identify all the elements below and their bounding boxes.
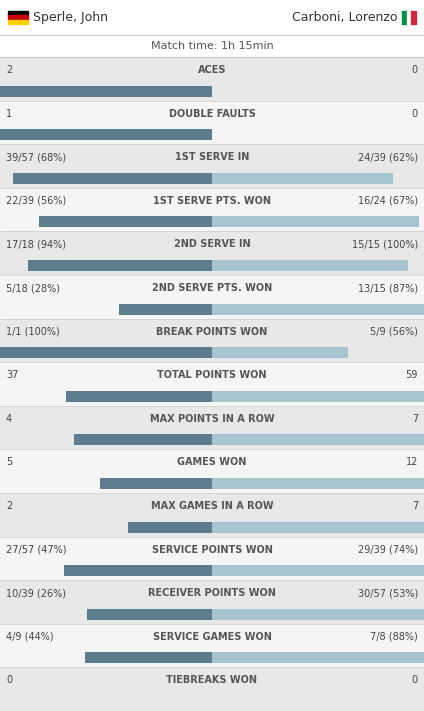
Text: 4: 4 bbox=[6, 414, 12, 424]
Text: SERVICE GAMES WON: SERVICE GAMES WON bbox=[153, 632, 271, 642]
Text: 0: 0 bbox=[6, 675, 12, 685]
Bar bbox=[0, 231, 424, 275]
Text: 0: 0 bbox=[412, 109, 418, 119]
Bar bbox=[212, 434, 424, 445]
Text: TIEBREAKS WON: TIEBREAKS WON bbox=[167, 675, 257, 685]
Text: Carboni, Lorenzo: Carboni, Lorenzo bbox=[292, 11, 397, 24]
Bar bbox=[0, 57, 424, 100]
Bar bbox=[39, 216, 212, 228]
Bar bbox=[402, 11, 407, 24]
Bar bbox=[120, 304, 212, 314]
Bar bbox=[0, 580, 424, 624]
Text: 15/15 (100%): 15/15 (100%) bbox=[352, 240, 418, 250]
Bar bbox=[66, 391, 212, 402]
Bar bbox=[85, 652, 212, 663]
Bar bbox=[28, 260, 212, 271]
Text: 17/18 (94%): 17/18 (94%) bbox=[6, 240, 66, 250]
Text: RECEIVER POINTS WON: RECEIVER POINTS WON bbox=[148, 588, 276, 598]
Text: 29/39 (74%): 29/39 (74%) bbox=[358, 545, 418, 555]
Text: 1: 1 bbox=[6, 109, 12, 119]
Text: 7: 7 bbox=[412, 501, 418, 511]
Text: GAMES WON: GAMES WON bbox=[177, 457, 247, 467]
Bar bbox=[212, 521, 424, 533]
Bar bbox=[212, 565, 424, 576]
Bar bbox=[0, 406, 424, 449]
Text: 1/1 (100%): 1/1 (100%) bbox=[6, 326, 60, 337]
Bar bbox=[0, 668, 424, 711]
Bar bbox=[8, 16, 28, 20]
Text: 10/39 (26%): 10/39 (26%) bbox=[6, 588, 66, 598]
Bar bbox=[0, 537, 424, 580]
Text: 1ST SERVE PTS. WON: 1ST SERVE PTS. WON bbox=[153, 196, 271, 206]
Text: 0: 0 bbox=[412, 65, 418, 75]
Bar bbox=[212, 347, 349, 358]
Bar bbox=[0, 85, 212, 97]
Text: Match time: 1h 15min: Match time: 1h 15min bbox=[151, 41, 273, 51]
Text: BREAK POINTS WON: BREAK POINTS WON bbox=[156, 326, 268, 337]
Bar bbox=[407, 11, 411, 24]
Text: 5/9 (56%): 5/9 (56%) bbox=[370, 326, 418, 337]
Text: Sperle, John: Sperle, John bbox=[33, 11, 108, 24]
Text: 30/57 (53%): 30/57 (53%) bbox=[358, 588, 418, 598]
Bar bbox=[8, 20, 28, 24]
Bar bbox=[100, 478, 212, 489]
Bar bbox=[87, 609, 212, 620]
Bar bbox=[212, 609, 424, 620]
Bar bbox=[0, 0, 424, 35]
Bar bbox=[64, 565, 212, 576]
Bar bbox=[212, 260, 408, 271]
Bar bbox=[212, 216, 419, 228]
Text: 13/15 (87%): 13/15 (87%) bbox=[358, 283, 418, 293]
Bar bbox=[0, 129, 212, 140]
Bar bbox=[0, 493, 424, 537]
Text: MAX POINTS IN A ROW: MAX POINTS IN A ROW bbox=[150, 414, 274, 424]
Bar bbox=[0, 624, 424, 668]
Text: 16/24 (67%): 16/24 (67%) bbox=[358, 196, 418, 206]
Bar bbox=[128, 521, 212, 533]
Text: ACES: ACES bbox=[198, 65, 226, 75]
Text: TOTAL POINTS WON: TOTAL POINTS WON bbox=[157, 370, 267, 380]
Text: DOUBLE FAULTS: DOUBLE FAULTS bbox=[169, 109, 255, 119]
Text: 7: 7 bbox=[412, 414, 418, 424]
Text: 5: 5 bbox=[6, 457, 12, 467]
Bar bbox=[212, 652, 424, 663]
Bar bbox=[0, 362, 424, 406]
Text: 39/57 (68%): 39/57 (68%) bbox=[6, 152, 66, 162]
Bar bbox=[0, 100, 424, 144]
Text: 1ST SERVE IN: 1ST SERVE IN bbox=[175, 152, 249, 162]
Text: 0: 0 bbox=[412, 675, 418, 685]
Text: 12: 12 bbox=[406, 457, 418, 467]
Text: 37: 37 bbox=[6, 370, 18, 380]
Bar bbox=[0, 347, 212, 358]
Bar bbox=[0, 275, 424, 319]
Text: SERVICE POINTS WON: SERVICE POINTS WON bbox=[151, 545, 273, 555]
Bar bbox=[212, 173, 393, 183]
Text: 2: 2 bbox=[6, 501, 12, 511]
Text: 7/8 (88%): 7/8 (88%) bbox=[370, 632, 418, 642]
Bar bbox=[0, 319, 424, 362]
Bar bbox=[13, 173, 212, 183]
Text: 22/39 (56%): 22/39 (56%) bbox=[6, 196, 66, 206]
Bar bbox=[0, 449, 424, 493]
Text: 2: 2 bbox=[6, 65, 12, 75]
Bar bbox=[212, 391, 424, 402]
Bar bbox=[0, 188, 424, 231]
Bar bbox=[0, 35, 424, 57]
Bar bbox=[0, 144, 424, 188]
Text: 4/9 (44%): 4/9 (44%) bbox=[6, 632, 53, 642]
Bar bbox=[8, 11, 28, 16]
Bar bbox=[212, 478, 424, 489]
Text: MAX GAMES IN A ROW: MAX GAMES IN A ROW bbox=[151, 501, 273, 511]
Bar bbox=[212, 304, 424, 314]
Bar bbox=[74, 434, 212, 445]
Text: 2ND SERVE PTS. WON: 2ND SERVE PTS. WON bbox=[152, 283, 272, 293]
Bar bbox=[411, 11, 416, 24]
Text: 2ND SERVE IN: 2ND SERVE IN bbox=[174, 240, 250, 250]
Text: 59: 59 bbox=[406, 370, 418, 380]
Text: 5/18 (28%): 5/18 (28%) bbox=[6, 283, 60, 293]
Text: 27/57 (47%): 27/57 (47%) bbox=[6, 545, 67, 555]
Text: 24/39 (62%): 24/39 (62%) bbox=[358, 152, 418, 162]
